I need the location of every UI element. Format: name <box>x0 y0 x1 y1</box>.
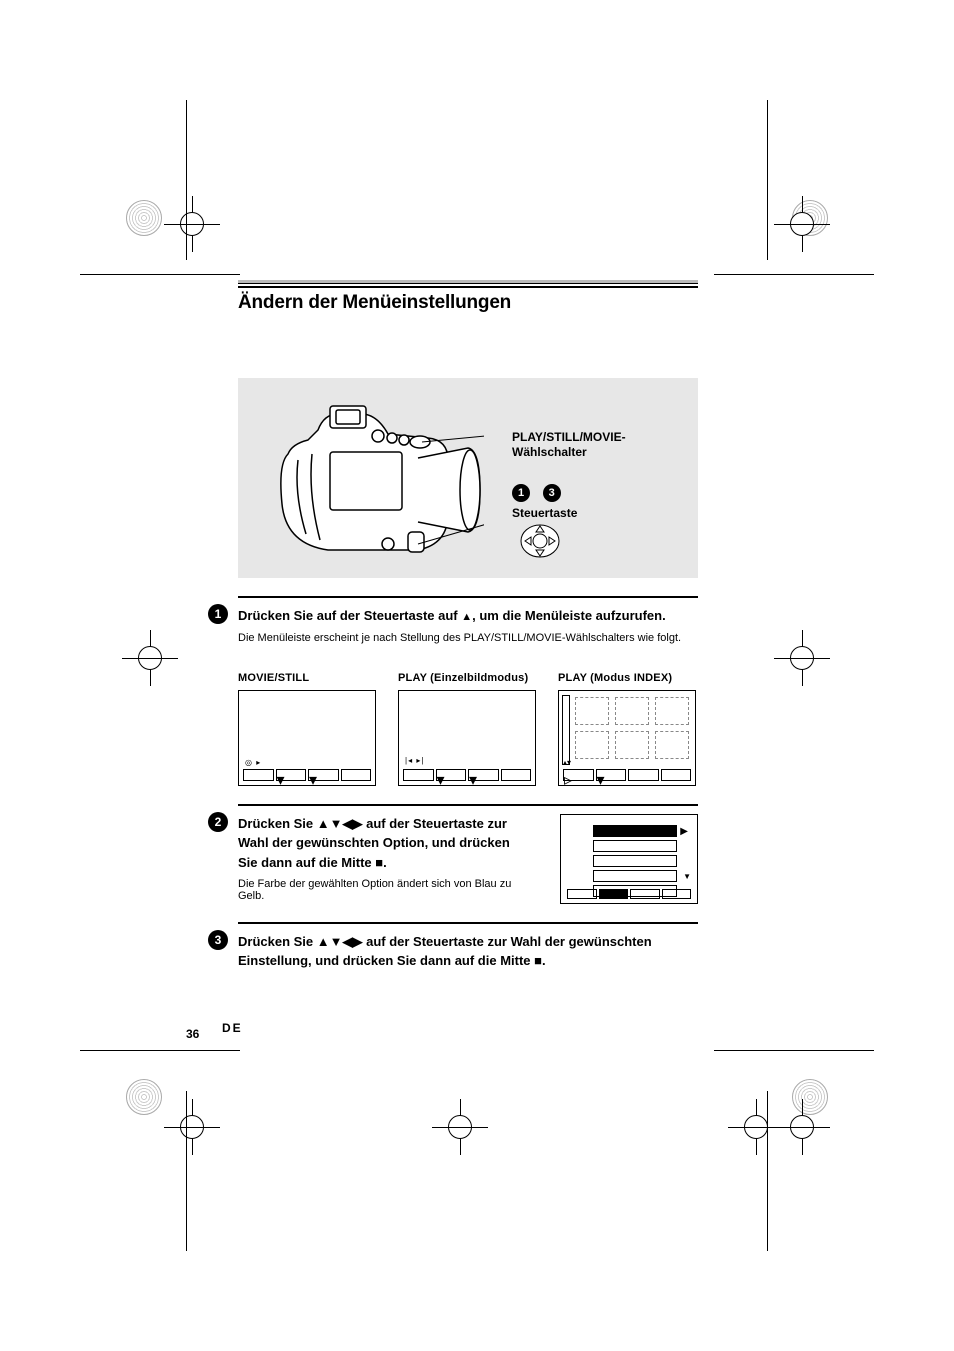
step-3-text: Drücken Sie ▲▼◀▶ auf der Steuertaste zur… <box>238 932 698 971</box>
step-3: 3 Drücken Sie ▲▼◀▶ auf der Steuertaste z… <box>238 922 698 971</box>
selector-label-1: PLAY/STILL/MOVIE- <box>512 430 626 445</box>
up-arrow-icon: ▲ <box>461 609 472 626</box>
step-2-text: Drücken Sie ▲▼◀▶ auf der Steuertaste zur… <box>238 814 528 873</box>
step-2-num-icon: 2 <box>208 812 228 832</box>
control-label: Steuertaste <box>512 506 626 521</box>
step-1-subtext: Die Menüleiste erscheint je nach Stellun… <box>238 632 698 644</box>
step-1-num-icon: 1 <box>208 604 228 624</box>
screen-title-right: PLAY (Modus INDEX) <box>558 672 698 684</box>
selector-label-2: Wählschalter <box>512 445 626 460</box>
page-number: 36 <box>186 1027 199 1041</box>
step-1: 1 Drücken Sie auf der Steuertaste auf ▲,… <box>238 596 698 786</box>
screen-play-index: ▴▾ ▹ ▾ <box>558 690 696 786</box>
page-title: Ändern der Menüeinstellungen <box>238 292 698 314</box>
step-2-subtext: Die Farbe der gewählten Option ändert si… <box>238 878 528 902</box>
screen-play-single: |◂ ▸| ▾ ▾ <box>398 690 536 786</box>
camera-figure: PLAY/STILL/MOVIE- Wählschalter 1 3 Steue… <box>238 378 698 578</box>
screen-mid-icons: |◂ ▸| <box>405 756 424 765</box>
camera-illustration <box>268 394 484 564</box>
menu-preview: ▶ ▼ <box>560 814 698 904</box>
screen-movie-still: ◎ ▸ ▾ ▾ <box>238 690 376 786</box>
screen-title-left: MOVIE/STILL <box>238 672 378 684</box>
dpad-icon <box>520 521 560 561</box>
step-1-text-a: Drücken Sie auf der Steuertaste auf <box>238 608 461 623</box>
step-1-text-b: , um die Menüleiste aufzurufen. <box>472 608 666 623</box>
step-2: 2 Drücken Sie ▲▼◀▶ auf der Steuertaste z… <box>238 804 698 904</box>
callout-3-icon: 3 <box>543 484 561 502</box>
screen-title-mid: PLAY (Einzelbildmodus) <box>398 672 538 684</box>
callout-1-icon: 1 <box>512 484 530 502</box>
step-3-num-icon: 3 <box>208 930 228 950</box>
heading-rule <box>238 280 698 288</box>
lang-code: DE <box>222 1021 243 1035</box>
screen-left-icons: ◎ ▸ <box>245 758 261 767</box>
